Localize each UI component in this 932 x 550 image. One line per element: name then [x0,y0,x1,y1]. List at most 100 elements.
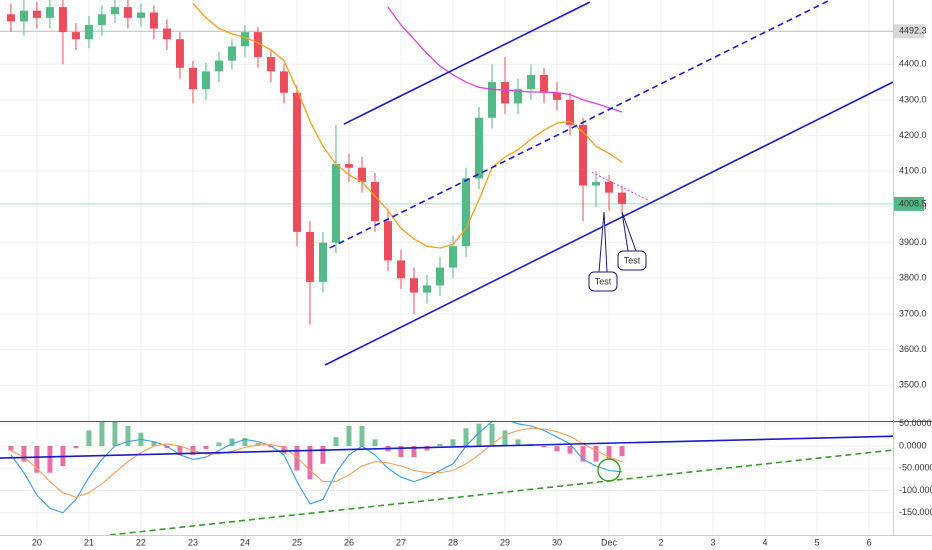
moving-average [387,6,623,113]
candle-body [527,74,536,90]
x-tick-label: 27 [396,537,406,547]
candle-body [123,7,132,18]
x-tick-label: Dec [601,537,618,547]
x-tick-label: 20 [32,537,42,547]
candle-body [618,192,627,204]
trend-line [329,0,831,249]
candle-body [462,178,471,247]
highlight-circle [597,458,621,482]
macd-histogram-bar [333,437,339,447]
trend-line [109,449,893,535]
candle-body [227,46,236,61]
candle-body [566,99,575,125]
candle-body [422,285,431,293]
macd-histogram-bar [346,426,352,447]
macd-histogram-bar [47,446,53,473]
candle-body [488,82,497,118]
x-tick-label: 30 [552,537,562,547]
macd-histogram-bar [99,422,105,447]
moving-average [192,3,623,249]
y-tick-label: 0.0000 [899,440,927,450]
macd-histogram-bar [320,446,326,464]
candle-body [605,181,614,193]
candle-body [344,164,353,168]
high-marker-box [894,24,924,39]
candle-body [71,32,80,40]
candle-body [279,71,288,93]
candle-body [214,60,223,72]
candle-body [514,89,523,104]
y-tick-label: 4200.0 [899,130,927,140]
macd-histogram-bar [515,439,521,447]
annotation: Test [595,276,612,286]
x-tick-label: 2 [659,537,664,547]
macd-histogram-bar [502,430,508,447]
last-price-box [894,196,924,211]
y-tick-label: 3700.0 [899,308,927,318]
macd-histogram-bar [229,438,235,447]
candle-body [162,28,171,40]
x-tick-label: 3 [711,537,716,547]
candle-body [110,7,119,15]
candle-body [409,278,418,293]
candle-body [19,10,28,22]
macd-histogram-bar [489,423,495,447]
candle-body [188,67,197,90]
candle-body [175,39,184,68]
macd-histogram-bar [112,422,118,447]
x-tick-label: 5 [815,537,820,547]
candle-body [579,124,588,186]
y-tick-label: 4100.0 [899,166,927,176]
candle-body [266,57,275,72]
candle-body [449,246,458,268]
macd-histogram-bar [580,446,586,462]
candle-body [6,14,15,22]
trend-line [343,1,591,125]
last-price-label: 4008.5 [899,198,927,208]
macd-histogram-bar [216,442,222,447]
x-tick-label: 4 [763,537,768,547]
candle-body [383,221,392,261]
candle-body [136,12,145,18]
trend-line [324,81,893,366]
macd-histogram-bar [450,439,456,447]
macd-histogram-bar [307,446,313,480]
macd-histogram-bar [242,438,248,447]
macd-histogram-bar [567,446,573,454]
candle-body [553,92,562,100]
x-tick-label: 25 [292,537,302,547]
macd-histogram-bar [606,446,612,460]
y-tick-label: 50.0000 [899,418,932,428]
candle-body [592,181,601,186]
macd-histogram-bar [203,446,209,450]
candle-body [45,7,54,18]
macd-histogram-bar [541,446,547,448]
y-tick-label: -150.0000 [899,507,932,517]
high-marker-label: 4492.3 [899,26,927,36]
macd-histogram-bar [619,446,625,457]
macd-histogram-bar [177,446,183,455]
y-tick-label: -50.0000 [899,463,932,473]
candle-body [240,32,249,47]
macd-histogram-bar [294,446,300,471]
x-tick-label: 6 [867,537,872,547]
macd-histogram-bar [8,446,14,451]
x-tick-label: 23 [188,537,198,547]
candle-body [84,24,93,40]
candle-body [396,260,405,279]
macd-histogram-bar [476,423,482,447]
macd-histogram-bar [359,426,365,447]
macd-histogram-bar [281,446,287,454]
macd-histogram-bar [151,441,157,447]
candle-body [305,231,314,282]
y-tick-label: 4400.0 [899,59,927,69]
trend-line [591,171,649,201]
macd-histogram-bar [372,439,378,447]
x-tick-label: 29 [500,537,510,547]
candle-body [540,74,549,93]
x-tick-label: 28 [448,537,458,547]
macd-histogram-bar [593,446,599,462]
candle-body [435,267,444,286]
macd-pane [0,422,893,535]
